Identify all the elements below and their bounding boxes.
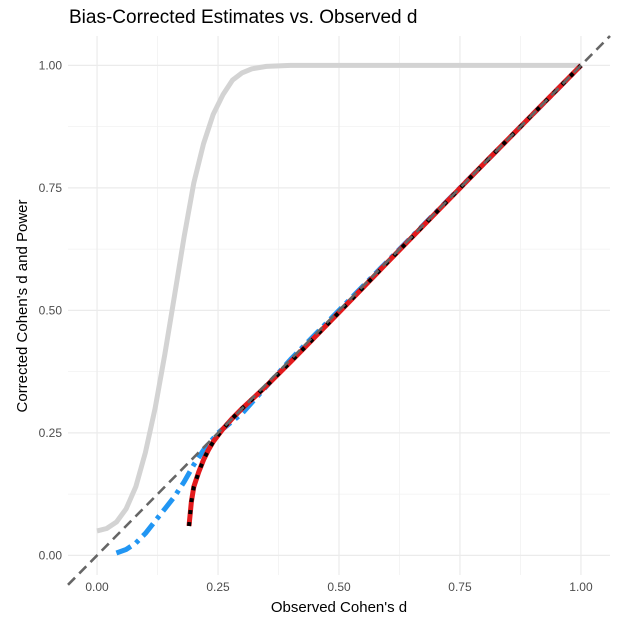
y-tick-labels: 0.00 0.25 0.50 0.75 1.00: [39, 58, 63, 562]
x-tick-label: 0.25: [206, 580, 230, 594]
x-axis-title: Observed Cohen's d: [271, 599, 407, 616]
reference-line-group: [67, 35, 611, 586]
reference-diagonal-line: [67, 35, 611, 586]
x-tick-label: 0.00: [85, 580, 109, 594]
y-tick-label: 0.50: [39, 303, 63, 317]
x-tick-label: 0.50: [327, 580, 351, 594]
x-tick-label: 1.00: [569, 580, 593, 594]
y-tick-label: 0.75: [39, 181, 63, 195]
series-line-4: [187, 63, 583, 527]
series-group: [96, 62, 583, 556]
series-line-3: [186, 63, 583, 527]
x-tick-label: 0.75: [448, 580, 472, 594]
chart-title: Bias-Corrected Estimates vs. Observed d: [69, 7, 417, 28]
y-axis-title: Corrected Cohen's d and Power: [14, 200, 31, 413]
y-tick-label: 0.25: [39, 426, 63, 440]
series-line-1: [96, 62, 581, 534]
y-tick-label: 0.00: [39, 548, 63, 562]
y-tick-label: 1.00: [39, 58, 63, 72]
x-tick-labels: 0.00 0.25 0.50 0.75 1.00: [85, 580, 593, 594]
